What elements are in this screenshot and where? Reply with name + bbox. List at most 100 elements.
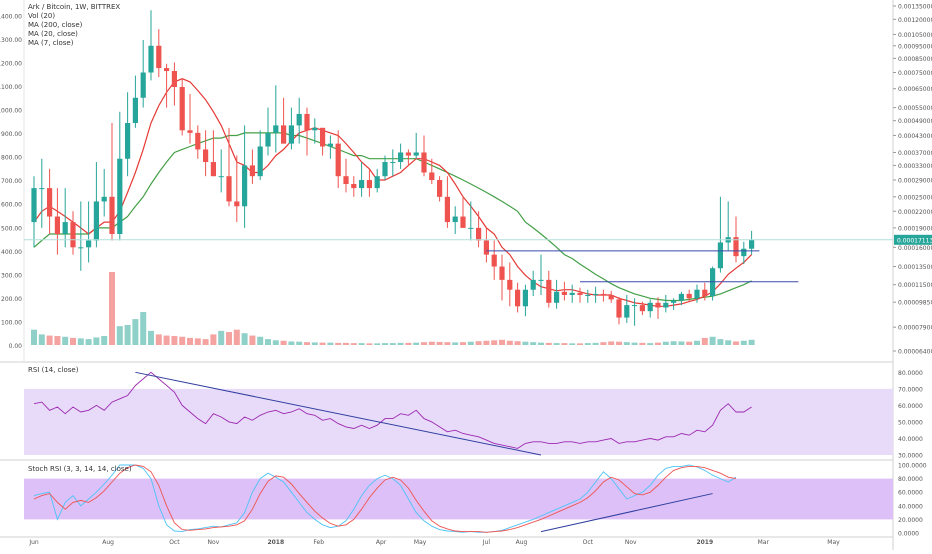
candle — [593, 286, 599, 303]
volume-bar — [233, 329, 240, 345]
volume-bar — [686, 341, 693, 345]
time-axis-tick: Jun — [28, 539, 39, 546]
volume-bar — [272, 340, 279, 345]
stoch-trendline — [540, 493, 713, 533]
candle-body — [164, 68, 170, 72]
candle — [546, 270, 552, 308]
candle-body — [476, 227, 482, 241]
indicator-vol: Vol (20) — [28, 12, 56, 20]
candle — [483, 227, 489, 263]
candle — [187, 94, 193, 144]
candle-body — [452, 216, 458, 223]
candlesticks[interactable] — [31, 10, 755, 326]
candle-body — [187, 130, 193, 133]
candle-body — [31, 188, 37, 223]
time-axis-tick: May — [827, 539, 840, 546]
candle-body — [421, 152, 427, 173]
candle-body — [47, 188, 53, 217]
candle — [218, 149, 224, 193]
volume-bar — [327, 342, 334, 345]
time-axis-tick: Jul — [482, 539, 491, 546]
volume-bar — [569, 343, 576, 345]
volume-bar — [124, 324, 131, 345]
volume-bar — [545, 342, 552, 345]
candle — [507, 262, 513, 307]
candle — [265, 107, 271, 156]
volume-bar — [335, 342, 342, 345]
volume-bar — [522, 341, 529, 345]
rsi-pane — [33, 371, 752, 456]
volume-bar — [553, 343, 560, 345]
candle — [694, 284, 700, 303]
price-axis-tick: 0.00016000 — [898, 245, 932, 252]
candle — [359, 162, 365, 197]
candle-body — [663, 302, 669, 308]
volume-bar — [499, 339, 505, 345]
candle-body — [171, 71, 177, 87]
volume-bar — [382, 343, 388, 345]
candle-body — [62, 222, 68, 234]
candle-body — [156, 45, 162, 69]
candle — [452, 206, 458, 234]
candle-body — [522, 289, 528, 307]
volume-bar — [491, 340, 498, 345]
price-axis-tick: 0.00007900 — [898, 325, 932, 332]
candle-body — [639, 305, 645, 312]
volume-bar — [413, 342, 420, 345]
price-axis-tick: 0.00065000 — [898, 86, 932, 93]
left-axis-tick: 400.00 — [1, 249, 22, 256]
candle — [460, 196, 466, 228]
rsi-line — [33, 371, 752, 449]
candle — [351, 176, 357, 197]
candle — [366, 168, 372, 197]
volume-bar — [694, 340, 700, 345]
left-axis-tick: 100.00 — [1, 319, 22, 326]
candle-body — [468, 227, 474, 229]
volume-bar — [62, 336, 69, 345]
price-axis-tick: 0.00120000 — [898, 17, 932, 24]
volume-bar — [538, 342, 544, 345]
candle-body — [671, 300, 677, 303]
candle — [476, 211, 482, 248]
candle — [140, 39, 146, 108]
volume-bar — [288, 341, 295, 345]
candle — [390, 149, 396, 177]
candle-body — [343, 176, 349, 184]
candle-body — [132, 97, 138, 124]
candle — [561, 281, 567, 301]
time-axis-tick: Oct — [583, 539, 594, 546]
candle-body — [608, 294, 614, 300]
candle-body — [359, 180, 365, 189]
price-axis-tick: 0.00095000 — [898, 43, 932, 50]
volume-bar — [31, 329, 37, 345]
candle — [624, 294, 630, 323]
candle-body — [538, 279, 544, 281]
candle — [109, 123, 115, 241]
candle-body — [733, 237, 739, 257]
candle-body — [444, 196, 450, 223]
candle-body — [70, 222, 76, 248]
candle — [31, 176, 37, 248]
volume-bar — [140, 312, 147, 345]
candle-body — [678, 293, 684, 301]
candle — [515, 282, 521, 313]
candle-body — [249, 165, 255, 177]
left-axis-tick: 500.00 — [1, 225, 22, 232]
candle-body — [460, 216, 466, 228]
volume-bar — [163, 335, 170, 345]
left-axis-tick: 700.00 — [1, 178, 22, 185]
candle-body — [405, 152, 411, 156]
volume-bar — [460, 342, 466, 345]
candle — [226, 127, 232, 207]
candle-body — [78, 247, 84, 249]
candle — [554, 279, 560, 309]
volume-bar — [475, 341, 482, 345]
candle — [156, 29, 162, 78]
candle-body — [491, 254, 497, 267]
candle-body — [561, 291, 567, 295]
volume-bar — [109, 271, 115, 345]
volume-bar — [93, 337, 100, 345]
price-axis-tick: 0.00011500 — [898, 282, 932, 289]
left-axis-tick: 900.00 — [1, 131, 22, 138]
